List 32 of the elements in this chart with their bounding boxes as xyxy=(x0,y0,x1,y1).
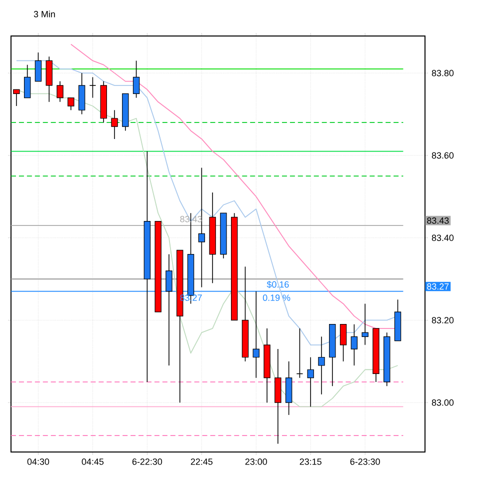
ref-line-label: 83.27 xyxy=(427,283,449,290)
ref-line-label: 83.43 xyxy=(427,217,449,224)
y-tick-label: 83.00 xyxy=(432,399,454,406)
annotation: 0.19 % xyxy=(262,294,290,301)
x-tick-label: 23:00 xyxy=(245,458,267,465)
y-tick-label: 83.80 xyxy=(432,70,454,76)
y-tick-label: 83.20 xyxy=(432,317,454,324)
candlestick xyxy=(307,356,314,408)
x-tick-label: 6-22:30 xyxy=(132,458,162,465)
x-tick-label: 04:30 xyxy=(27,458,50,465)
candlestick xyxy=(166,254,172,366)
candlestick xyxy=(350,324,358,366)
x-tick-label: 04:45 xyxy=(82,458,104,465)
candlestick xyxy=(132,60,140,98)
x-tick-label: 23:15 xyxy=(300,458,322,465)
candlestick xyxy=(34,52,42,82)
candlestick xyxy=(89,76,96,98)
candlestick xyxy=(362,303,368,346)
y-tick-label: 83.40 xyxy=(432,234,454,241)
candlestick xyxy=(24,64,31,98)
x-tick-label: 6-23:30 xyxy=(350,458,380,465)
candlestick xyxy=(318,336,325,395)
candlestick xyxy=(340,324,347,362)
x-tick-label: 22:45 xyxy=(190,458,212,465)
candlestick xyxy=(252,290,260,378)
candlestick xyxy=(111,110,118,140)
candlestick xyxy=(13,89,20,106)
candlestick xyxy=(68,97,74,111)
annotation: $0.16 xyxy=(266,280,289,288)
chart-title: 3 Min xyxy=(34,10,55,18)
y-tick-label: 83.60 xyxy=(432,152,454,159)
candlestick xyxy=(56,80,64,102)
